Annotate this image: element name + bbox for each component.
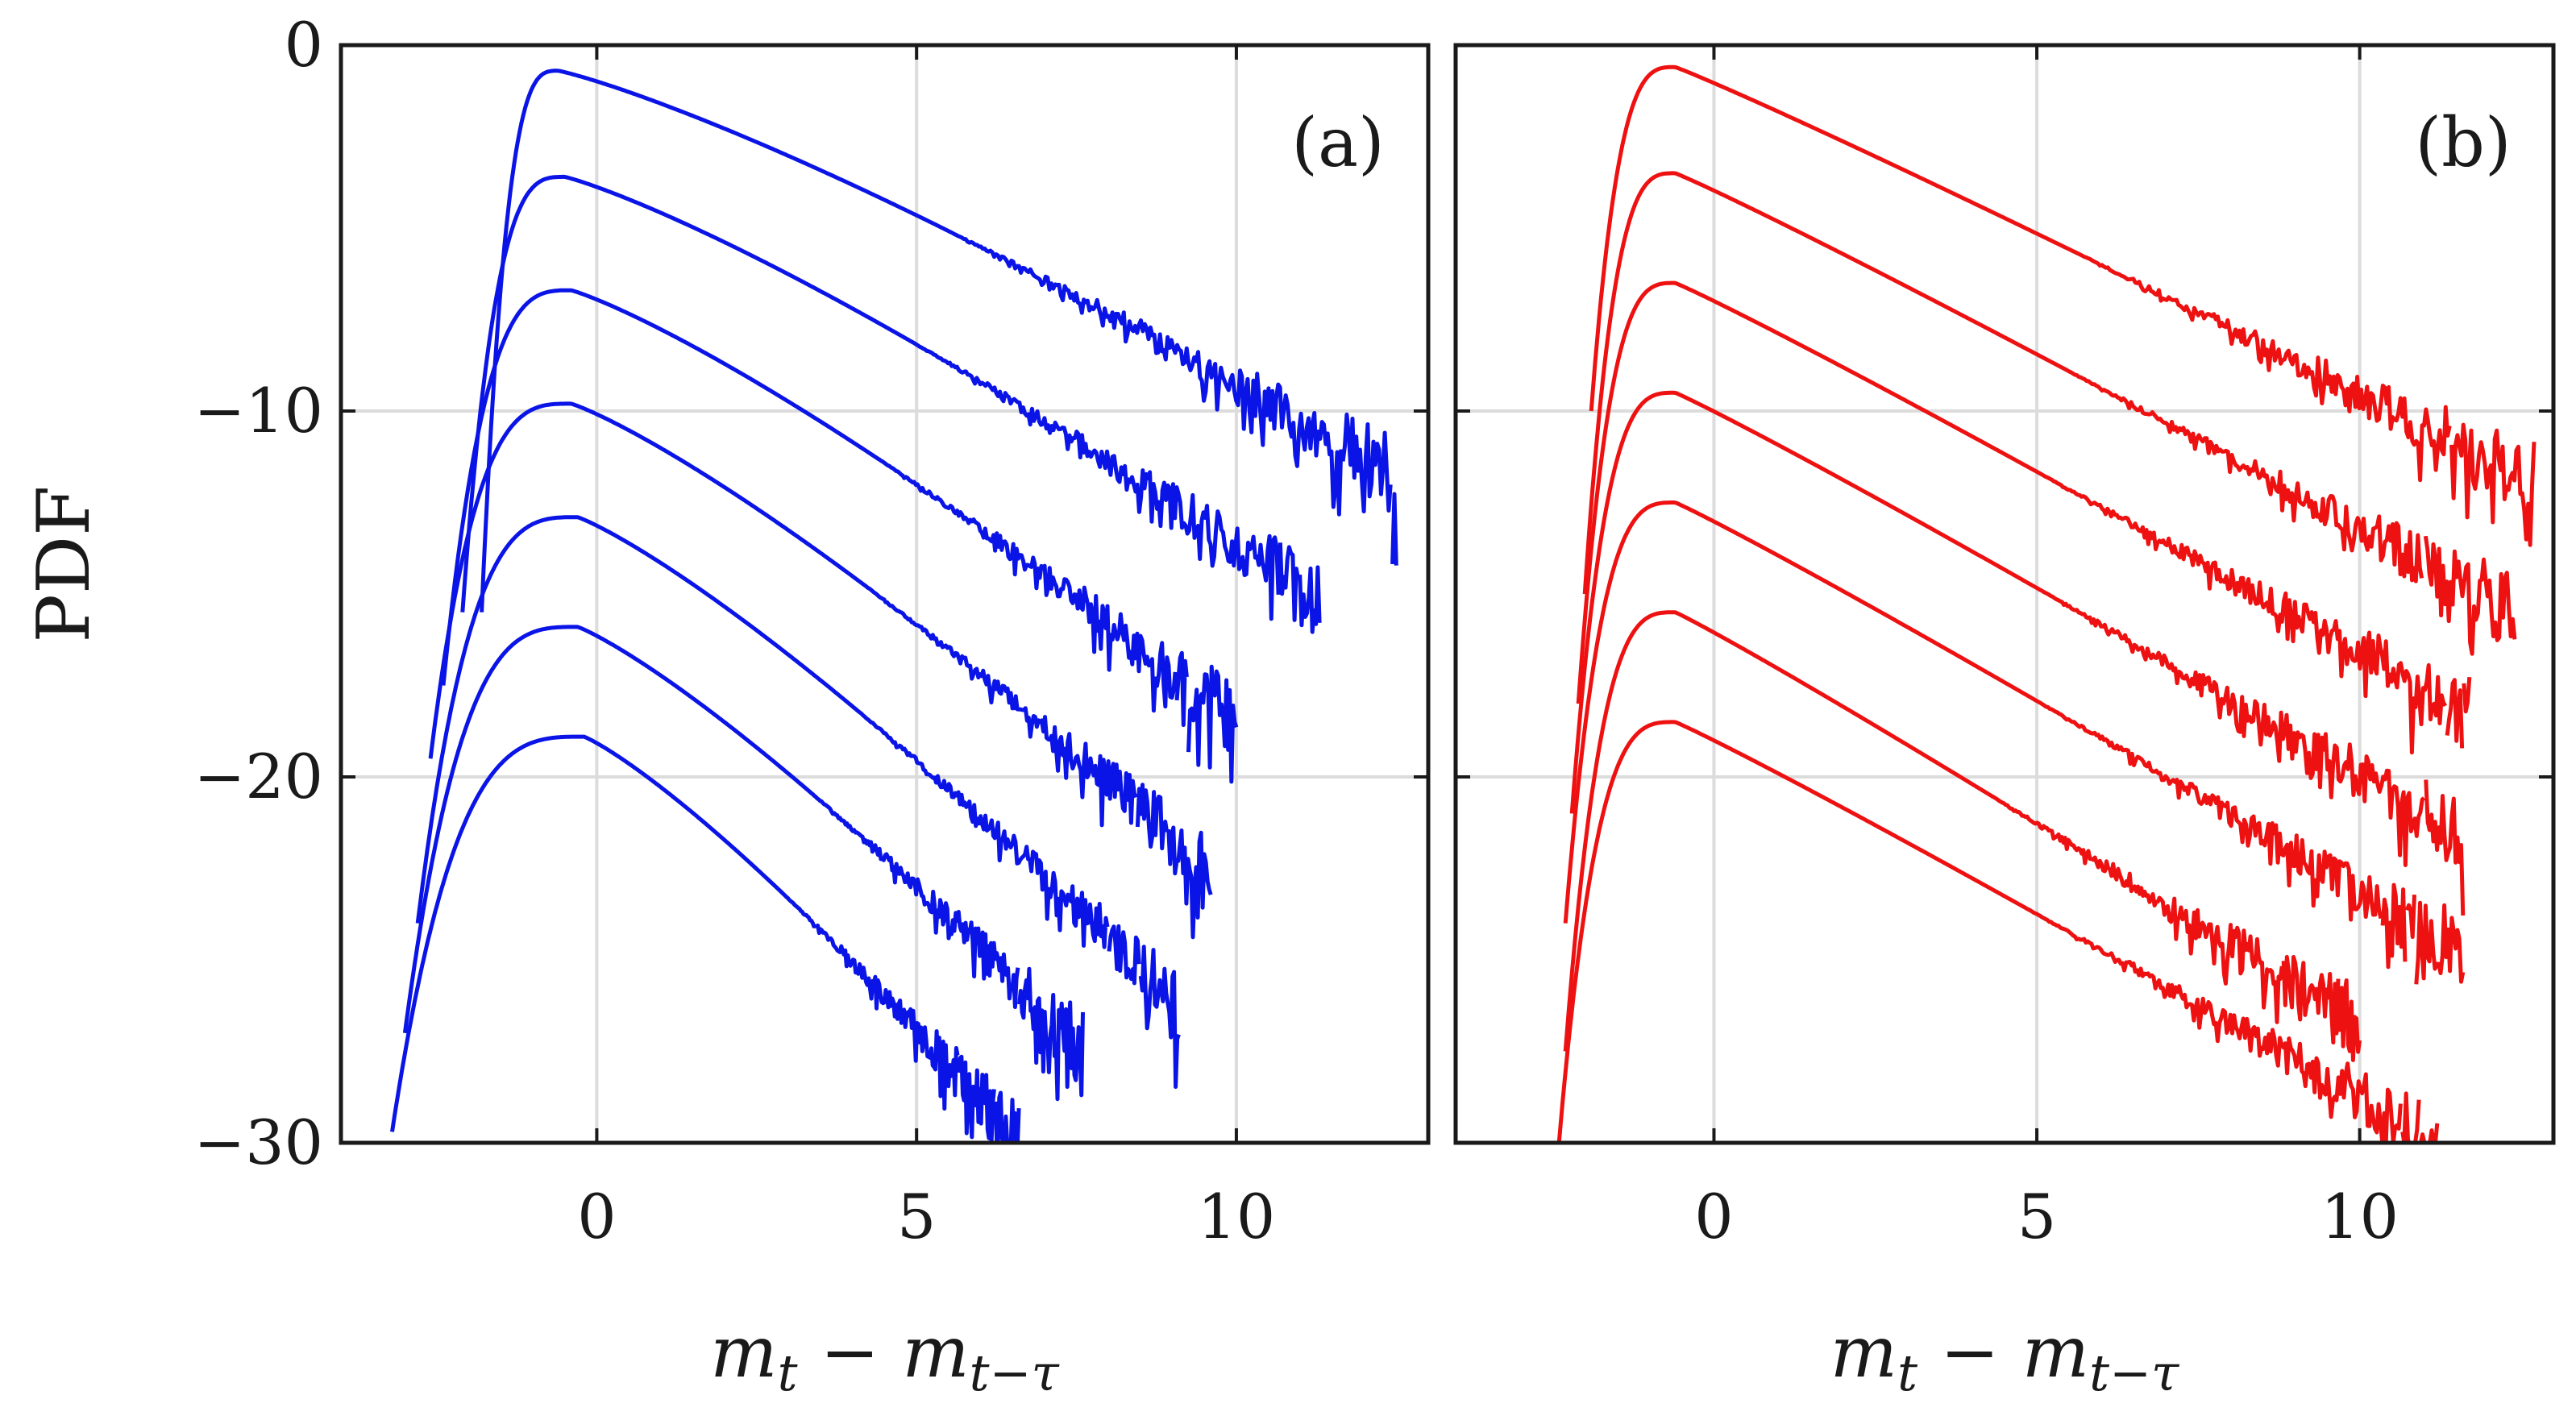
series-line-3 xyxy=(1576,280,2472,755)
y-tick-label: −10 xyxy=(194,375,323,446)
panel-a: 0 5 10 (a) mt − mt−τ xyxy=(339,43,1431,1402)
panel-b: 0 5 10 (b) mt − mt−τ xyxy=(1453,43,2556,1402)
series-line-2 xyxy=(460,174,1322,634)
series-line-5 xyxy=(415,515,1181,1090)
series-line-6 xyxy=(402,625,1085,1102)
panel-b-frame xyxy=(1453,43,2556,1145)
x-tick-label: 10 xyxy=(1198,1181,1276,1252)
panel-b-x-tick-labels: 0 5 10 xyxy=(1694,1181,2399,1252)
y-axis-label: PDF xyxy=(22,485,106,642)
x-tick-label: 0 xyxy=(577,1181,616,1252)
series-line-5 xyxy=(1563,500,2466,985)
panel-a-frame xyxy=(339,43,1431,1145)
series-line-4 xyxy=(428,401,1213,940)
y-tick-label: 0 xyxy=(285,9,323,81)
series-line-4 xyxy=(1569,390,2466,916)
x-tick-label: 10 xyxy=(2320,1181,2399,1252)
y-tick-label: −30 xyxy=(194,1107,323,1178)
y-tick-labels: 0 −10 −20 −30 xyxy=(194,9,323,1178)
panel-a-ticks xyxy=(341,44,1428,1144)
series-line-6 xyxy=(1563,610,2362,1062)
panel-a-x-tick-labels: 0 5 10 xyxy=(577,1181,1275,1252)
y-tick-label: −20 xyxy=(194,741,323,812)
panel-b-label: (b) xyxy=(2415,103,2511,182)
panel-a-curves xyxy=(390,69,1398,1145)
panel-a-label: (a) xyxy=(1291,103,1385,182)
series-line-7 xyxy=(390,734,1021,1145)
series-line-2 xyxy=(1582,171,2517,656)
series-line-1 xyxy=(1589,64,2537,547)
panel-b-curves xyxy=(1556,64,2537,1145)
series-line-3 xyxy=(441,288,1239,784)
panel-b-ticks xyxy=(1456,44,2553,1144)
x-tick-label: 0 xyxy=(1694,1181,1733,1252)
panel-b-x-axis-label: mt − mt−τ xyxy=(1830,1310,2180,1402)
x-tick-label: 5 xyxy=(897,1181,936,1252)
panel-a-x-axis-label: mt − mt−τ xyxy=(710,1310,1060,1402)
x-tick-label: 5 xyxy=(2017,1181,2056,1252)
series-line-1 xyxy=(480,69,1398,612)
